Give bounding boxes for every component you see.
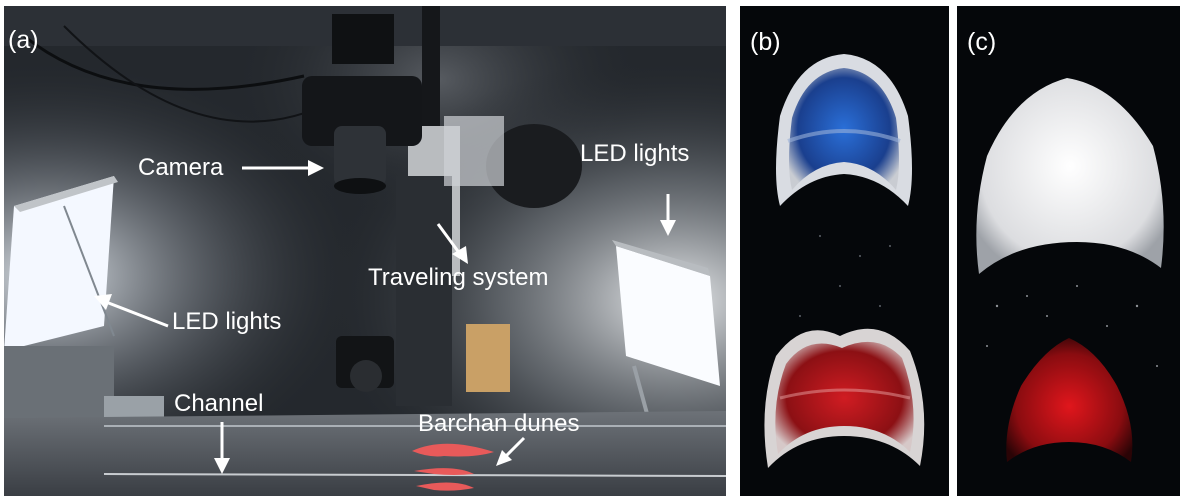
traveling-system-annotation: Traveling system [368, 264, 549, 291]
barchan-dunes-annotation: Barchan dunes [418, 410, 580, 437]
dune-pair-b-illustration [740, 6, 949, 496]
barchan-arrow [496, 436, 526, 466]
dune-pair-panel-c: (c) [957, 6, 1180, 496]
panel-a-label: (a) [8, 26, 39, 54]
led-lights-left-annotation: LED lights [172, 308, 282, 335]
led-left-arrow [94, 294, 169, 328]
traveling-arrow [436, 223, 468, 264]
channel-annotation: Channel [174, 390, 264, 417]
led-right-arrow [660, 194, 676, 236]
camera-arrow [242, 160, 324, 176]
panel-c-label: (c) [967, 28, 997, 56]
dune-pair-c-illustration [957, 6, 1180, 496]
setup-photo-illustration [4, 6, 726, 496]
camera-annotation: Camera [138, 154, 224, 181]
channel-arrow [214, 422, 230, 474]
led-lights-right-annotation: LED lights [580, 140, 690, 167]
setup-photo-panel: (a) Camera LED lights LED lights Traveli… [4, 6, 726, 496]
dune-pair-panel-b: (b) [740, 6, 949, 496]
panel-b-label: (b) [750, 28, 781, 56]
